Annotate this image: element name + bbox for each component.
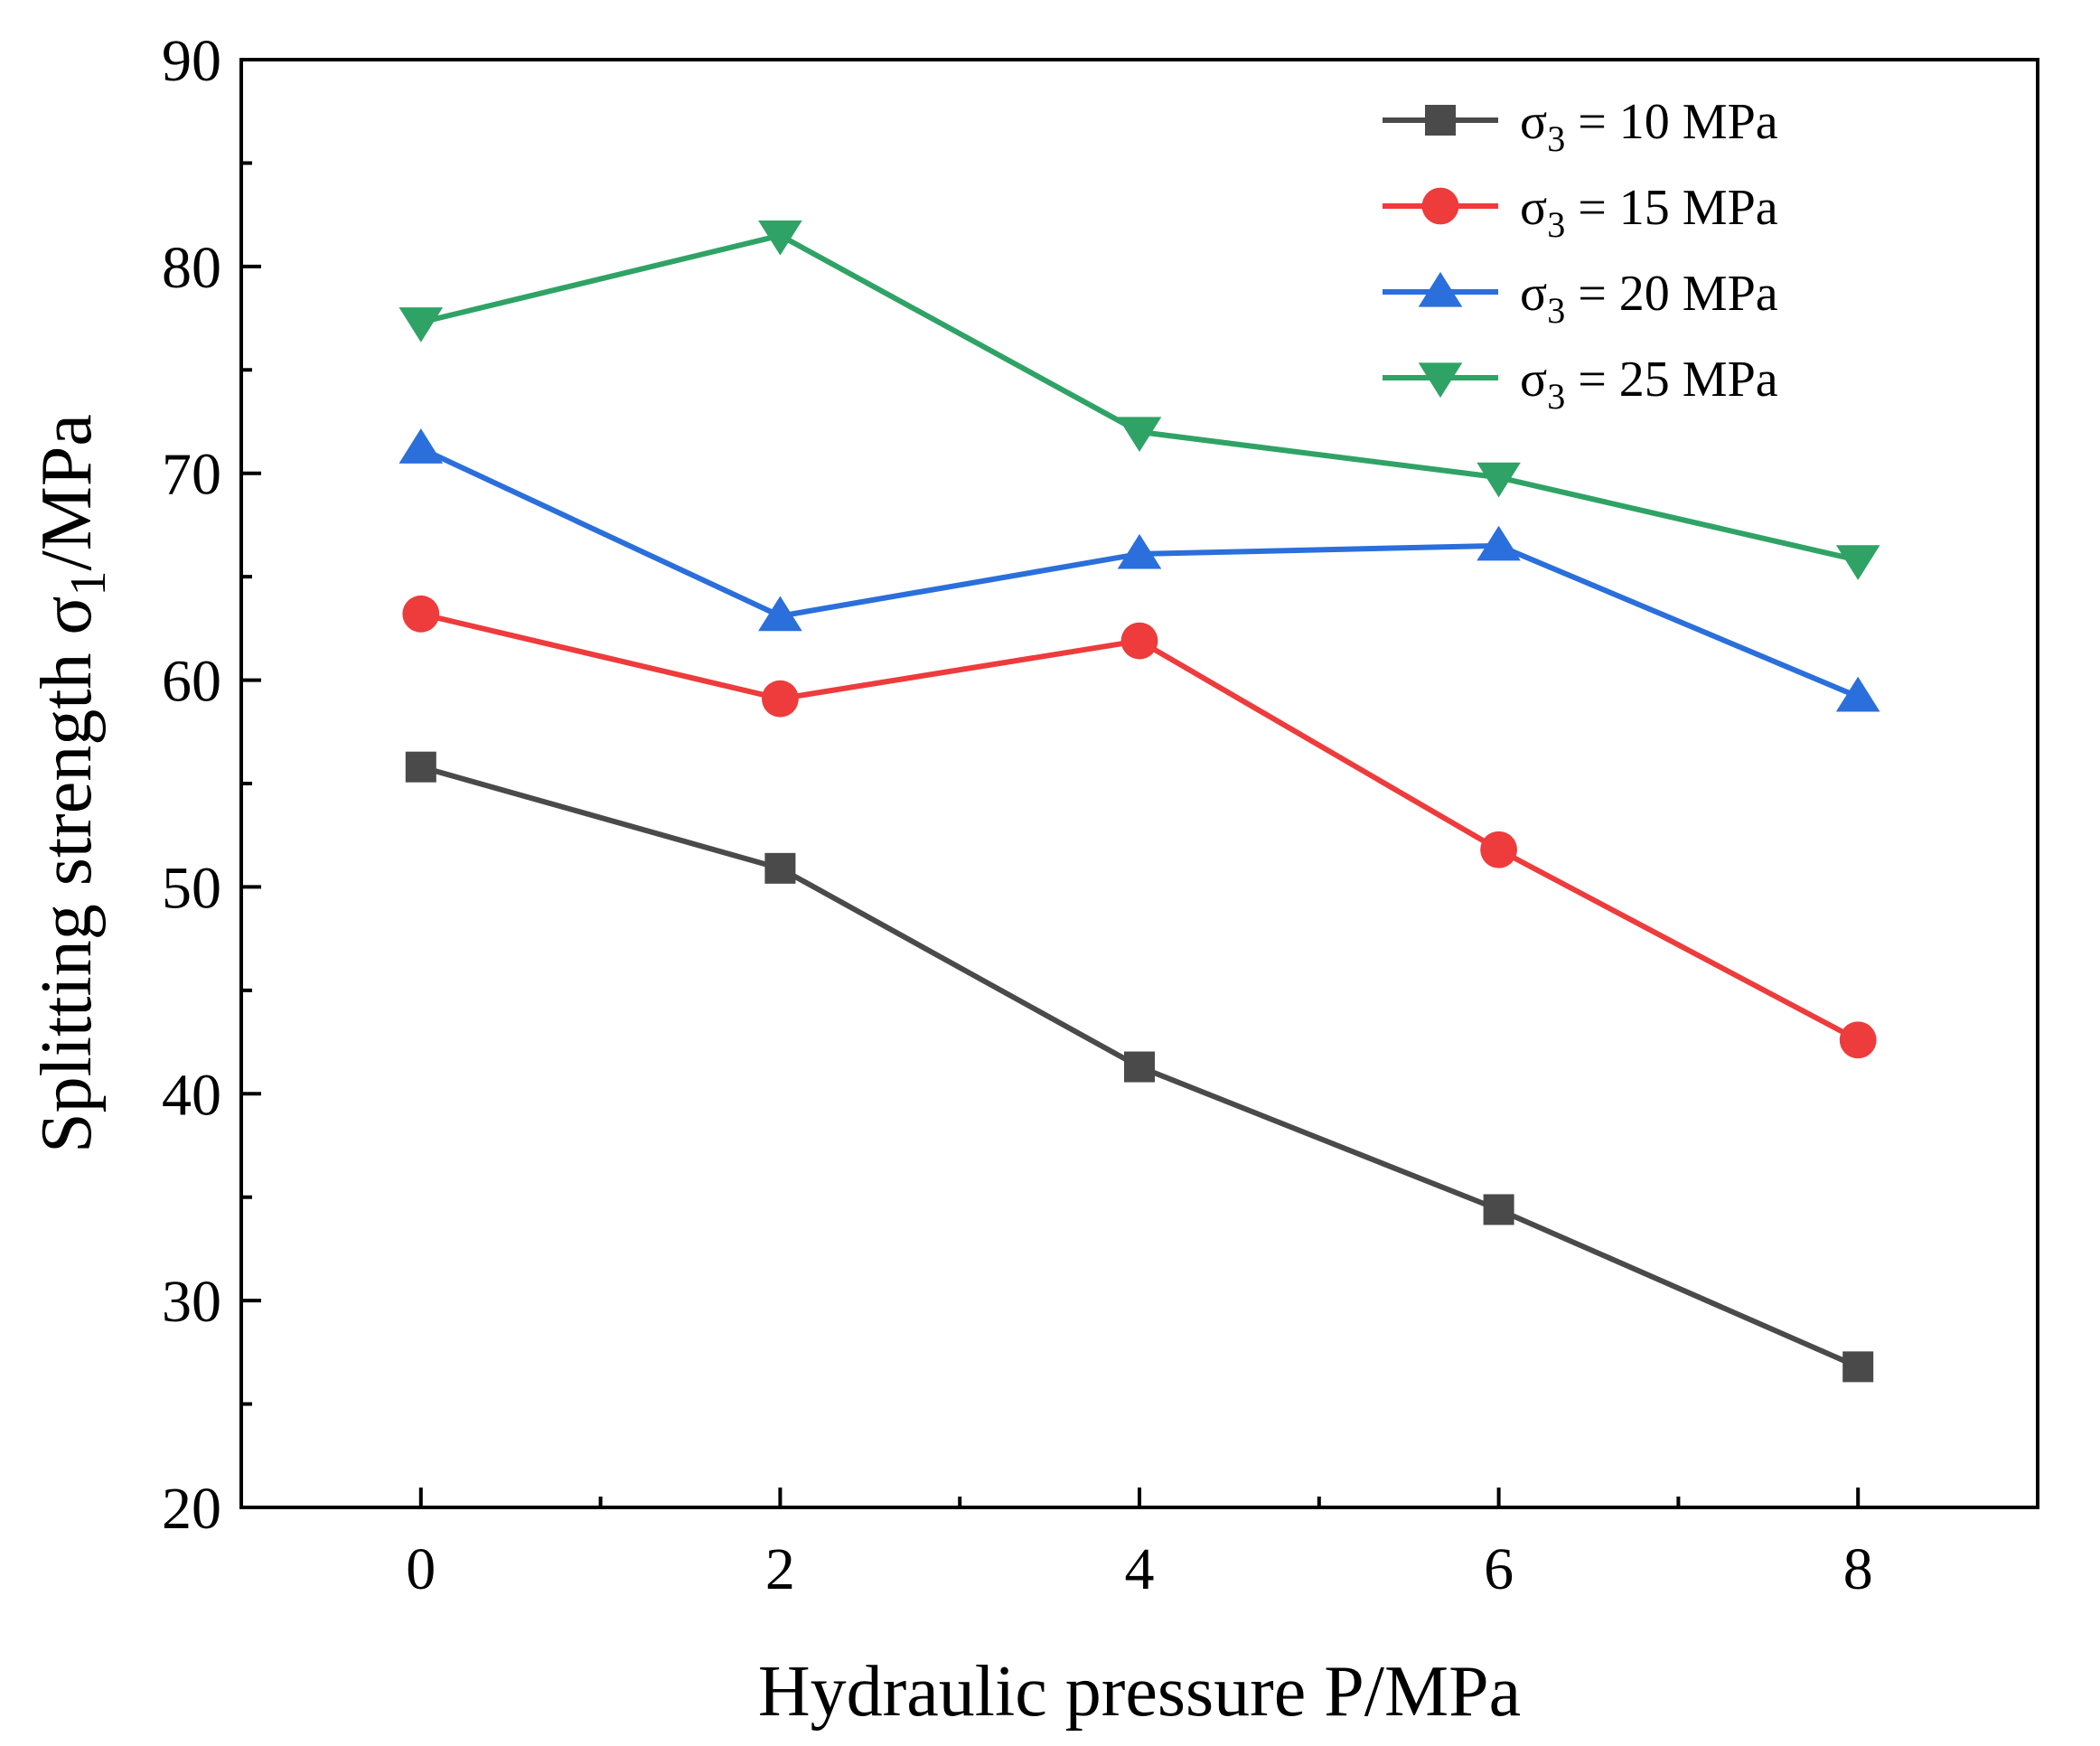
y-axis-title-main: Splitting strength σ [27,596,107,1152]
data-point [398,428,444,464]
legend-swatch-marker [1418,362,1463,399]
x-tick-label: 6 [1484,1536,1514,1602]
legend-item: σ3 = 15 MPa [1383,180,1778,245]
data-point [1483,1194,1514,1225]
data-point [1117,417,1162,453]
data-point [1124,1051,1155,1083]
legend-item: σ3 = 20 MPa [1383,266,1778,331]
x-tick-label: 0 [406,1536,436,1602]
data-point [764,852,796,884]
legend-label: σ3 = 15 MPa [1520,180,1778,245]
legend-swatch-marker [1425,105,1456,136]
legend-label: σ3 = 10 MPa [1520,94,1778,159]
data-point [1477,525,1521,561]
data-point [1480,831,1517,868]
legend-item: σ3 = 25 MPa [1383,352,1778,417]
x-axis-title: Hydraulic pressure P/MPa [758,1652,1521,1732]
data-point [1835,676,1880,712]
y-tick-label: 30 [162,1269,221,1335]
y-tick-label: 40 [162,1062,221,1128]
data-point [405,751,436,783]
x-tick-label: 8 [1843,1536,1873,1602]
legend-label: σ3 = 25 MPa [1520,352,1778,417]
data-point [758,596,802,632]
legend-swatch-marker [1421,187,1459,225]
data-point [1839,1021,1877,1059]
series-2 [402,595,1877,1059]
series-layer [398,220,1880,1383]
y-tick-label: 50 [162,855,221,921]
legend-swatch-marker [1418,271,1463,307]
data-point [1842,1351,1874,1383]
legend-item: σ3 = 10 MPa [1383,94,1778,159]
series-1 [405,751,1874,1383]
y-axis-title: Splitting strength σ1/MPa [27,414,117,1153]
data-point [1835,545,1880,580]
data-point [758,220,802,256]
y-tick-label: 90 [162,28,221,94]
y-axis-title-tail: /MPa [27,414,107,570]
series-4 [398,220,1880,580]
series-3 [398,428,1880,712]
x-tick-label: 2 [765,1536,795,1602]
data-point [398,307,444,343]
legend: σ3 = 10 MPa σ3 = 15 MPa σ3 = 20 MPa σ3 = 25… [1383,94,1778,417]
data-point [1477,462,1521,498]
y-tick-label: 20 [162,1476,221,1542]
x-tick-label: 4 [1125,1536,1155,1602]
data-point [1120,622,1158,660]
data-point [402,595,440,633]
data-point [1117,533,1162,569]
y-tick-label: 70 [162,442,221,508]
y-tick-label: 80 [162,235,221,301]
legend-label: σ3 = 20 MPa [1520,266,1778,331]
series-line [419,446,1860,699]
ticks-layer: 0 2 4 6 8 20 30 40 50 60 70 80 90 [162,28,1873,1602]
y-tick-label: 60 [162,649,221,715]
data-point [762,680,799,718]
y-axis-title-subscript: 1 [61,570,117,596]
